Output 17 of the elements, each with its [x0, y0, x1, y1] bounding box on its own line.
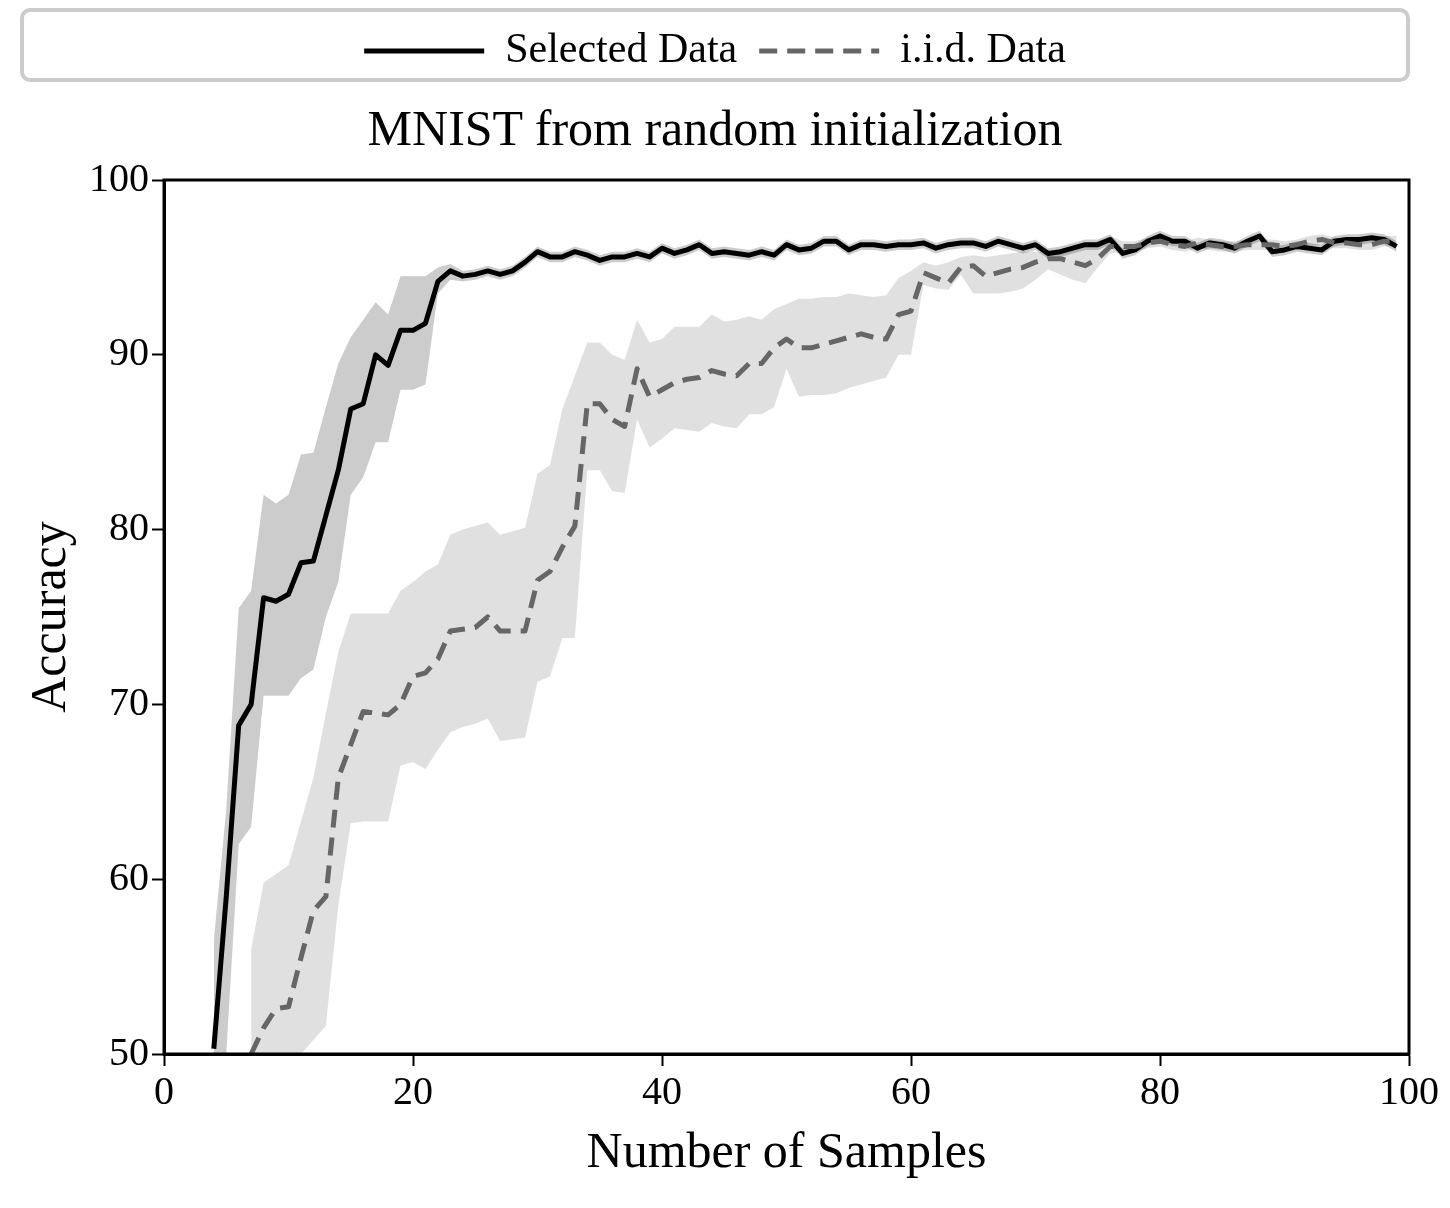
y-tick-label: 70 [109, 678, 149, 724]
x-tick-label: 20 [393, 1067, 433, 1113]
chart-title: MNIST from random initialization [367, 100, 1063, 157]
y-tick-label: 100 [89, 154, 149, 200]
x-axis-title: Number of Samples [586, 1122, 987, 1179]
legend-label: Selected Data [505, 25, 738, 72]
x-tick-label: 60 [891, 1067, 931, 1113]
y-axis-title: Accuracy [20, 521, 77, 713]
y-tick-label: 50 [109, 1028, 149, 1074]
y-tick-label: 80 [109, 504, 149, 550]
x-tick-label: 0 [154, 1067, 174, 1113]
x-tick-label: 80 [1140, 1067, 1180, 1113]
legend-label: i.i.d. Data [900, 25, 1067, 72]
x-tick-label: 40 [642, 1067, 682, 1113]
y-tick-label: 60 [109, 853, 149, 899]
y-tick-label: 90 [109, 329, 149, 375]
x-tick-label: 100 [1379, 1067, 1439, 1113]
